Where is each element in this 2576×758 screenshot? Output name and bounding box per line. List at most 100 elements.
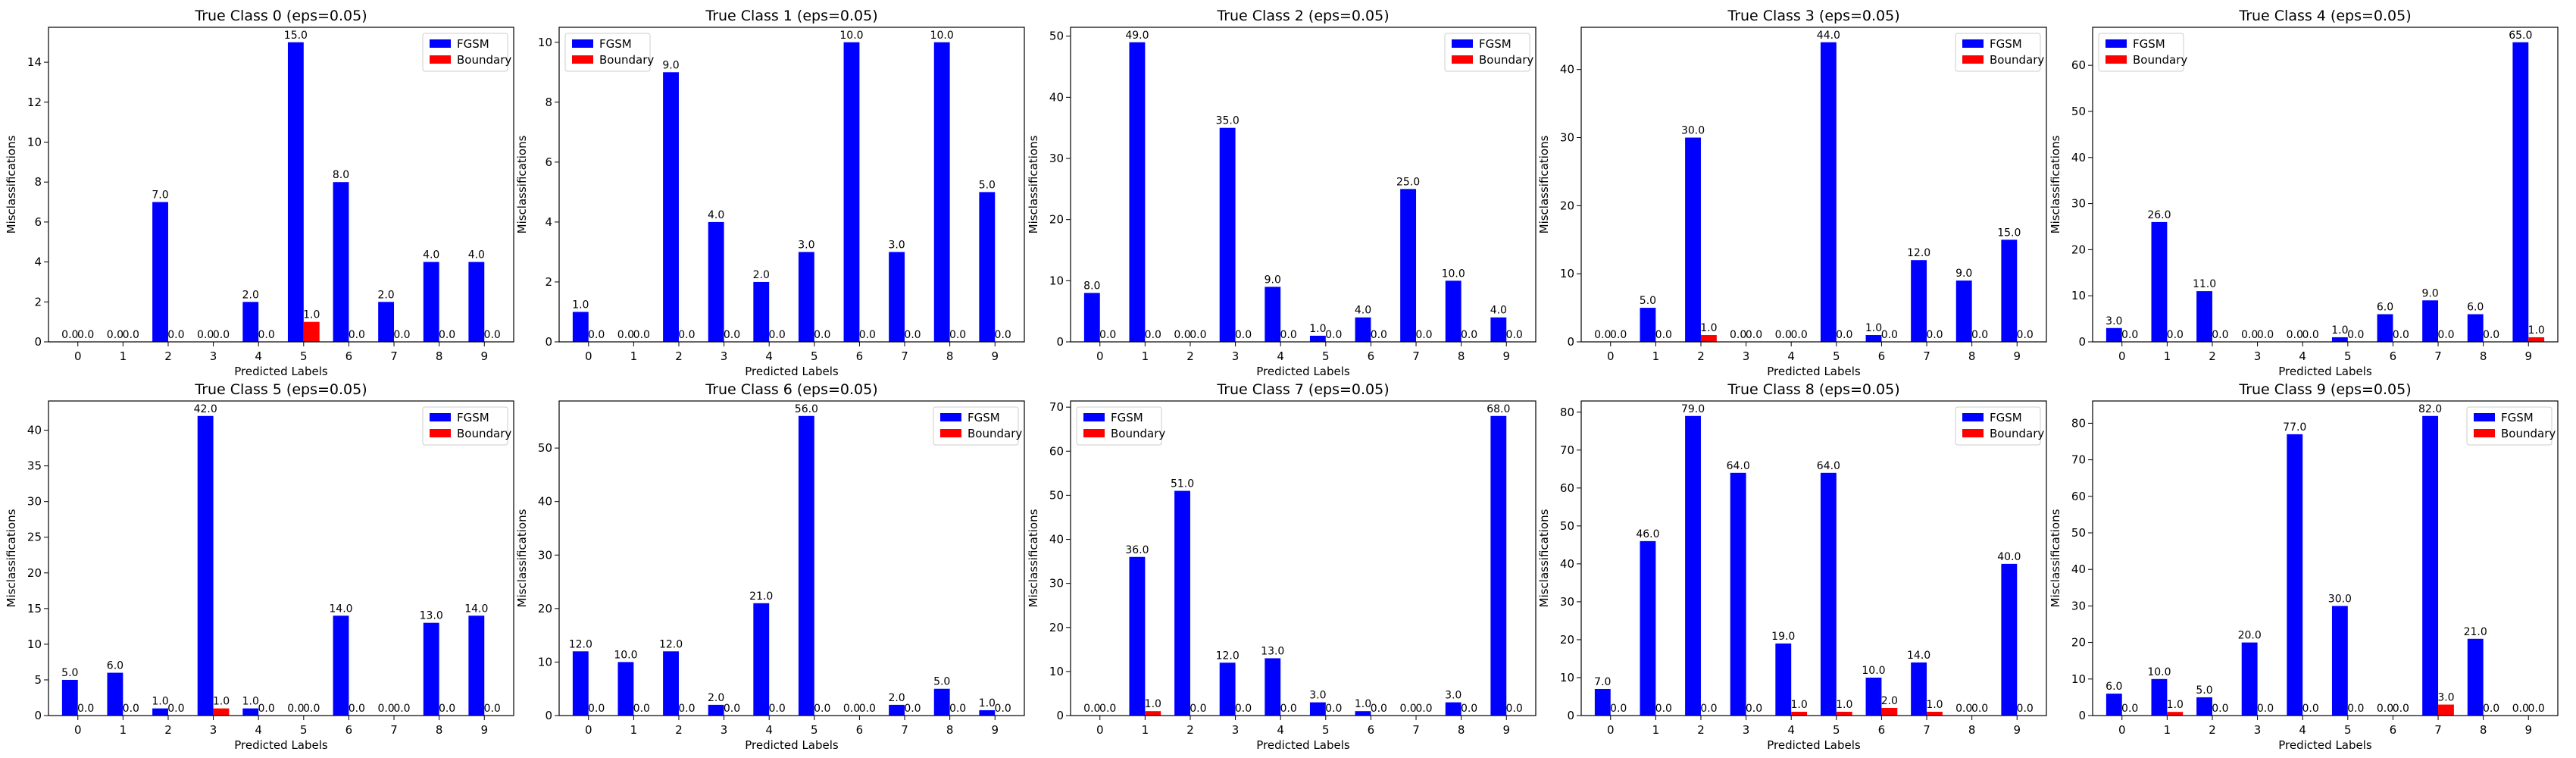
- fgsm-value-label: 1.0: [572, 299, 589, 311]
- legend-entry: Boundary: [2133, 53, 2187, 67]
- legend-swatch: [2106, 55, 2127, 64]
- boundary-value-label: 0.0: [1506, 703, 1523, 715]
- legend: FGSM Boundary: [422, 406, 511, 446]
- fgsm-value-label: 1.0: [2331, 324, 2348, 337]
- fgsm-value-label: 0.0: [1083, 703, 1100, 715]
- x-axis-label: Predicted Labels: [745, 365, 839, 378]
- boundary-value-label: 0.0: [995, 329, 1011, 341]
- boundary-value-label: 0.0: [258, 329, 274, 341]
- boundary-value-label: 0.0: [1190, 703, 1206, 715]
- y-tick-label: 6: [545, 155, 552, 169]
- y-tick-label: 2: [34, 295, 42, 309]
- fgsm-bar: [663, 651, 679, 716]
- x-tick-label: 9: [991, 723, 999, 737]
- legend-entry: Boundary: [457, 53, 511, 67]
- fgsm-value-label: 11.0: [2193, 278, 2216, 290]
- boundary-value-label: 0.0: [349, 703, 365, 715]
- boundary-value-label: 0.0: [258, 703, 274, 715]
- legend-swatch: [940, 429, 961, 437]
- fgsm-value-label: 36.0: [1125, 544, 1149, 556]
- x-tick-label: 5: [300, 723, 308, 737]
- x-tick-label: 3: [721, 349, 728, 363]
- plot-frame: [2092, 27, 2559, 343]
- fgsm-value-label: 14.0: [464, 603, 488, 615]
- plot-frame: [558, 27, 1025, 343]
- x-tick-label: 6: [345, 723, 353, 737]
- boundary-value-label: 0.0: [2393, 703, 2409, 715]
- fgsm-value-label: 5.0: [979, 179, 996, 191]
- fgsm-value-label: 0.0: [2512, 703, 2529, 715]
- fgsm-value-label: 9.0: [1265, 274, 1281, 286]
- fgsm-value-label: 35.0: [1216, 115, 1240, 127]
- fgsm-value-label: 64.0: [1817, 460, 1840, 472]
- boundary-value-label: 0.0: [904, 329, 921, 341]
- x-tick-label: 9: [480, 349, 488, 363]
- boundary-value-label: 3.0: [2437, 692, 2454, 704]
- fgsm-value-label: 3.0: [1309, 690, 1326, 702]
- fgsm-value-label: 3.0: [798, 239, 814, 251]
- y-tick-label: 80: [1560, 406, 1574, 419]
- boundary-bar: [1791, 711, 1808, 716]
- boundary-value-label: 1.0: [1790, 699, 1807, 711]
- y-tick-label: 60: [1560, 481, 1574, 495]
- boundary-value-label: 0.0: [1610, 703, 1627, 715]
- x-tick-label: 7: [390, 723, 398, 737]
- legend-entry: Boundary: [968, 427, 1022, 440]
- x-tick-label: 8: [946, 349, 954, 363]
- boundary-value-label: 1.0: [1145, 698, 1161, 710]
- fgsm-bar: [1865, 335, 1882, 342]
- chart-panel-class-9: 0 10 20 30 40 50 60 70 80 0 1 2 3 4 5 6 7 8 9 6.0 10.0 5.0 20.…: [2049, 381, 2559, 752]
- fgsm-bar: [1685, 415, 1701, 716]
- x-tick-label: 2: [1186, 723, 1194, 737]
- y-tick-label: 14: [27, 55, 42, 69]
- legend: FGSM Boundary: [1076, 406, 1165, 446]
- chart-panel-class-1: 0 2 4 6 8 10 0 1 2 3 4 5 6 7 8 9 1.0 0.0 9.0 4.0 2.0 3.0 10.0 3…: [515, 8, 1025, 378]
- legend: FGSM Boundary: [1955, 406, 2044, 446]
- y-tick-label: 40: [538, 495, 552, 509]
- y-tick-label: 0: [1567, 335, 1574, 349]
- legend-entry: FGSM: [2501, 411, 2534, 424]
- chart-title: True Class 8 (eps=0.05): [1727, 381, 1899, 398]
- chart-title: True Class 6 (eps=0.05): [705, 381, 877, 398]
- boundary-value-label: 0.0: [2302, 703, 2318, 715]
- boundary-value-label: 0.0: [2528, 703, 2545, 715]
- fgsm-value-label: 2.0: [242, 289, 259, 301]
- fgsm-value-label: 64.0: [1727, 460, 1750, 472]
- fgsm-value-label: 6.0: [107, 660, 123, 672]
- boundary-value-label: 0.0: [2212, 703, 2228, 715]
- plot-frame: [1070, 400, 1537, 716]
- fgsm-value-label: 46.0: [1636, 528, 1659, 540]
- y-tick-label: 20: [1049, 213, 1064, 227]
- x-tick-label: 6: [856, 723, 864, 737]
- x-tick-label: 4: [255, 349, 262, 363]
- boundary-value-label: 0.0: [768, 329, 785, 341]
- y-tick-label: 40: [2071, 562, 2086, 576]
- fgsm-value-label: 1.0: [1865, 322, 1882, 334]
- legend-swatch: [2106, 39, 2127, 48]
- y-tick-label: 20: [1560, 199, 1574, 212]
- y-tick-label: 50: [2071, 526, 2086, 540]
- fgsm-bar: [242, 302, 259, 342]
- fgsm-bar: [197, 415, 214, 716]
- fgsm-bar: [1083, 293, 1100, 342]
- legend-entry: Boundary: [1990, 427, 2044, 440]
- x-tick-label: 8: [1458, 349, 1465, 363]
- boundary-value-label: 0.0: [1971, 329, 1988, 341]
- boundary-value-label: 0.0: [814, 329, 830, 341]
- y-axis-label: Misclassifications: [515, 509, 529, 607]
- legend-swatch: [2474, 429, 2495, 437]
- x-tick-label: 5: [1322, 723, 1330, 737]
- boundary-bar: [1700, 335, 1717, 342]
- legend-entry: Boundary: [1111, 427, 1165, 440]
- x-tick-label: 8: [2480, 723, 2487, 737]
- fgsm-bar: [423, 622, 439, 716]
- fgsm-value-label: 0.0: [1594, 329, 1611, 341]
- fgsm-value-label: 2.0: [753, 269, 770, 281]
- fgsm-bar: [1730, 472, 1746, 716]
- y-tick-label: 20: [538, 602, 552, 615]
- x-tick-label: 0: [74, 723, 82, 737]
- fgsm-bar: [1129, 42, 1146, 343]
- x-tick-label: 2: [164, 349, 172, 363]
- fgsm-bar: [2422, 415, 2439, 716]
